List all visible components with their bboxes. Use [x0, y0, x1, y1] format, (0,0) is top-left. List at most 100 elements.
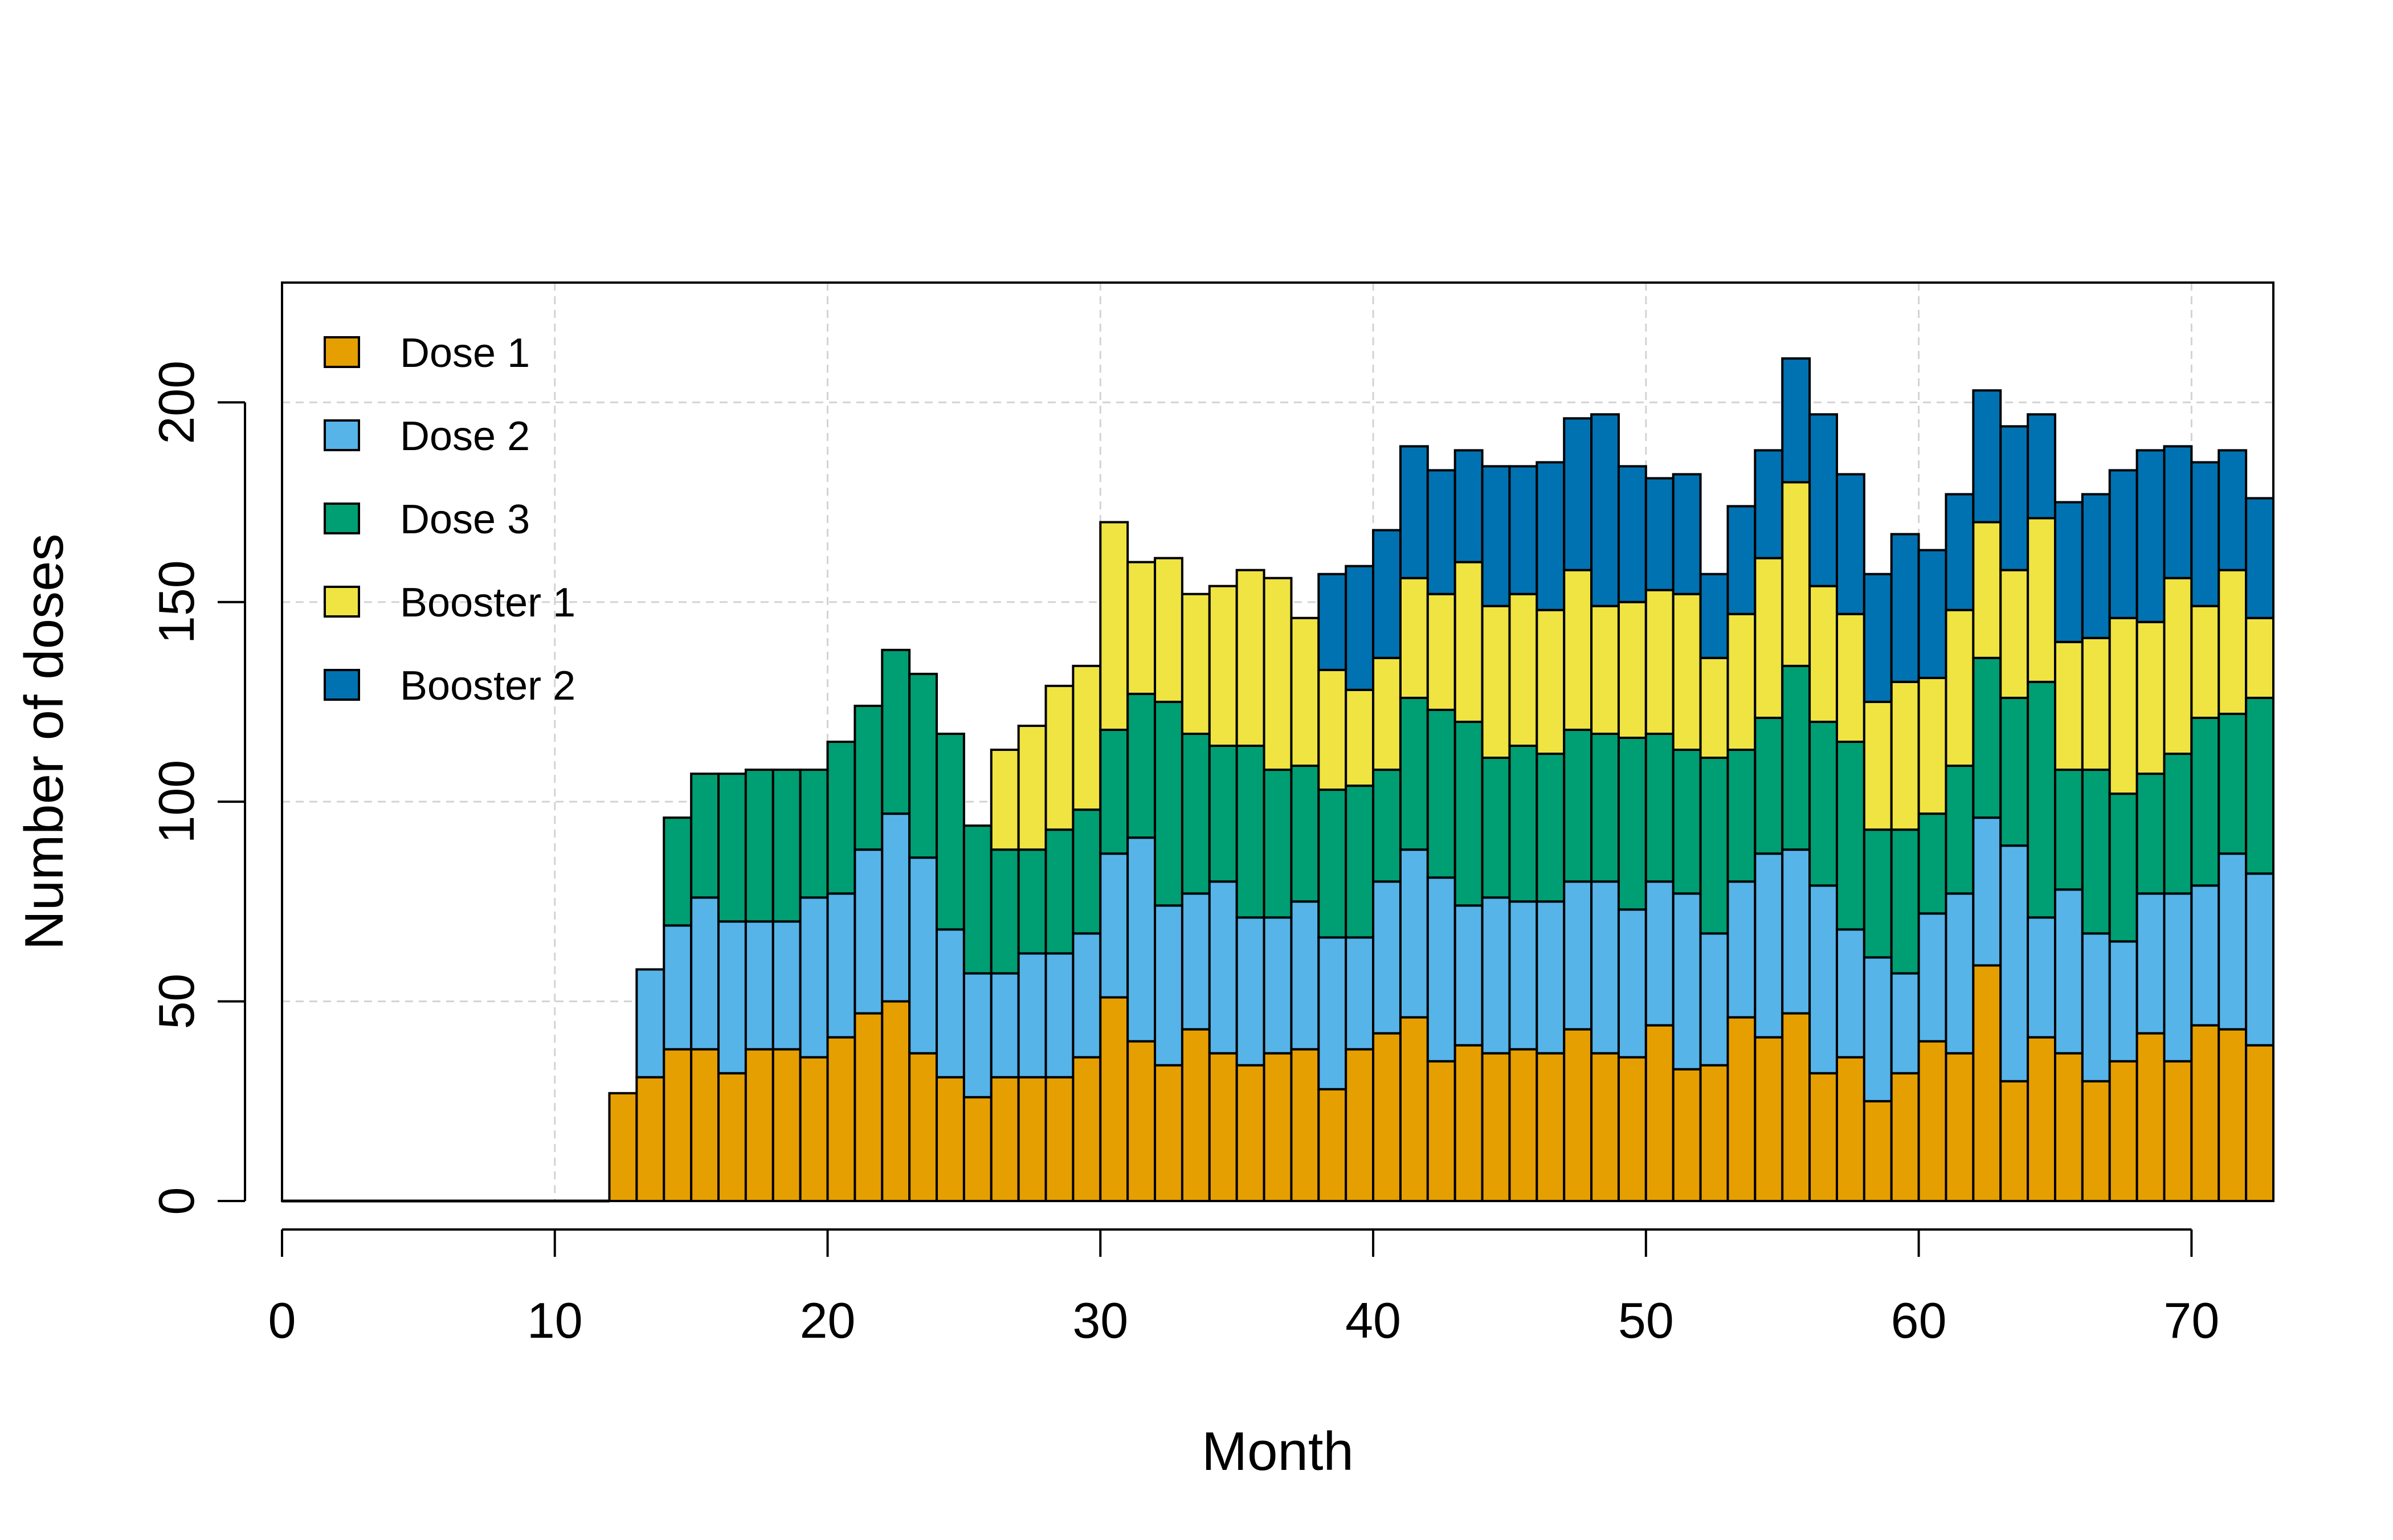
bar-segment	[771, 1048, 802, 1202]
bar-segment	[1263, 916, 1293, 1055]
bar-segment	[717, 773, 747, 923]
bar-segment	[1917, 912, 1947, 1043]
bar-segment	[990, 1076, 1020, 1203]
bar-segment	[1699, 757, 1729, 935]
bar-segment	[1017, 848, 1047, 955]
legend-label: Booster 2	[400, 663, 575, 709]
bar-segment	[2190, 716, 2220, 887]
bar-segment	[1945, 493, 1975, 611]
bar-segment	[1345, 688, 1375, 787]
legend: Dose 1 Dose 2 Dose 3 Booster 1 Booster 2	[324, 330, 575, 709]
bar-segment	[1453, 561, 1484, 723]
bar-segment	[1808, 585, 1838, 723]
bar-segment	[1863, 573, 1893, 703]
bar-segment	[1863, 828, 1893, 959]
bar-segment	[2135, 449, 2166, 623]
bar-segment	[1426, 469, 1456, 595]
bar-segment	[1781, 664, 1811, 851]
bar-segment	[1126, 1040, 1157, 1203]
bar-segment	[663, 1048, 693, 1202]
bar-segment	[1481, 465, 1511, 607]
bar-segment	[2108, 616, 2138, 795]
bar-segment	[1754, 852, 1784, 1039]
bar-segment	[1181, 892, 1211, 1031]
bar-segment	[1754, 557, 1784, 719]
bar-segment	[1426, 876, 1456, 1063]
bar-segment	[1536, 608, 1566, 755]
bar-segment	[1863, 1100, 1893, 1202]
bar-segment	[1726, 1016, 1757, 1202]
bar-segment	[635, 1076, 665, 1203]
bar-segment	[2053, 501, 2084, 643]
bar-segment	[1617, 736, 1647, 911]
bar-segment	[2218, 1028, 2248, 1202]
bar-segment	[2053, 640, 2084, 771]
bar-segment	[1563, 880, 1593, 1031]
bar-segment	[2081, 769, 2111, 935]
bar-segment	[2245, 497, 2275, 619]
bar-segment	[1399, 445, 1429, 579]
bar-segment	[1726, 749, 1757, 883]
bar-segment	[2027, 413, 2056, 520]
bar-segment	[2218, 852, 2248, 1031]
bar-segment	[2053, 1052, 2084, 1202]
bar-segment	[1972, 816, 2002, 967]
y-tick-label: 50	[148, 974, 205, 1030]
bar-segment	[2027, 517, 2056, 683]
bar-segment	[1808, 884, 1838, 1075]
bar-segment	[962, 824, 993, 975]
bar-segment	[1945, 765, 1975, 895]
bar-segment	[881, 812, 911, 1003]
bar-segment	[2135, 892, 2166, 1035]
bar-segment	[1099, 521, 1129, 731]
x-axis-title: Month	[1202, 1421, 1354, 1482]
bar-segment	[1508, 593, 1538, 747]
bar-segment	[1072, 808, 1102, 935]
bar-segment	[2190, 884, 2220, 1027]
bar-segment	[2053, 888, 2084, 1055]
bar-segment	[854, 1012, 884, 1202]
bar-segment	[1426, 708, 1456, 879]
bar-segment	[1999, 1080, 2029, 1202]
bar-segment	[799, 769, 829, 899]
bar-segment	[1399, 1016, 1429, 1202]
bar-segment	[2245, 696, 2275, 875]
bar-segment	[1317, 668, 1347, 791]
bar-segment	[854, 704, 884, 851]
bar-segment	[1563, 728, 1593, 883]
bar-segment	[1945, 608, 1975, 767]
bar-segment	[771, 769, 802, 923]
legend-swatch	[324, 503, 360, 534]
bar-segment	[1672, 892, 1702, 1071]
bar-segment	[2163, 1060, 2193, 1203]
bar-segment	[2218, 712, 2248, 855]
bar-segment	[1508, 745, 1538, 903]
bar-segment	[1890, 828, 1920, 975]
bar-segment	[1235, 745, 1265, 919]
bar-segment	[1508, 900, 1538, 1051]
bar-segment	[962, 972, 993, 1098]
bar-segment	[1044, 952, 1075, 1079]
bar-segment	[1453, 720, 1484, 907]
legend-label: Booster 1	[400, 580, 575, 626]
bar-segment	[1290, 900, 1320, 1051]
bar-segment	[1017, 724, 1047, 851]
bar-segment	[2081, 493, 2111, 639]
bar-segment	[990, 749, 1020, 851]
bar-segment	[2218, 449, 2248, 571]
x-axis: 0 10 20 30 40 50 60 70	[268, 1228, 2219, 1349]
bar-segment	[2135, 773, 2166, 895]
x-tick-label: 20	[800, 1292, 856, 1349]
bar-segment	[1590, 1052, 1620, 1202]
bar-segment	[1290, 765, 1320, 903]
bar-segment	[744, 1048, 774, 1202]
bar-segment	[1781, 481, 1811, 667]
bar-segment	[1808, 720, 1838, 887]
bar-segment	[1835, 612, 1865, 743]
legend-swatch	[324, 586, 360, 618]
bar-segment	[1099, 852, 1129, 999]
bar-segment	[1263, 1052, 1293, 1202]
bar-segment	[2027, 1036, 2056, 1202]
bar-segment	[1972, 521, 2002, 659]
